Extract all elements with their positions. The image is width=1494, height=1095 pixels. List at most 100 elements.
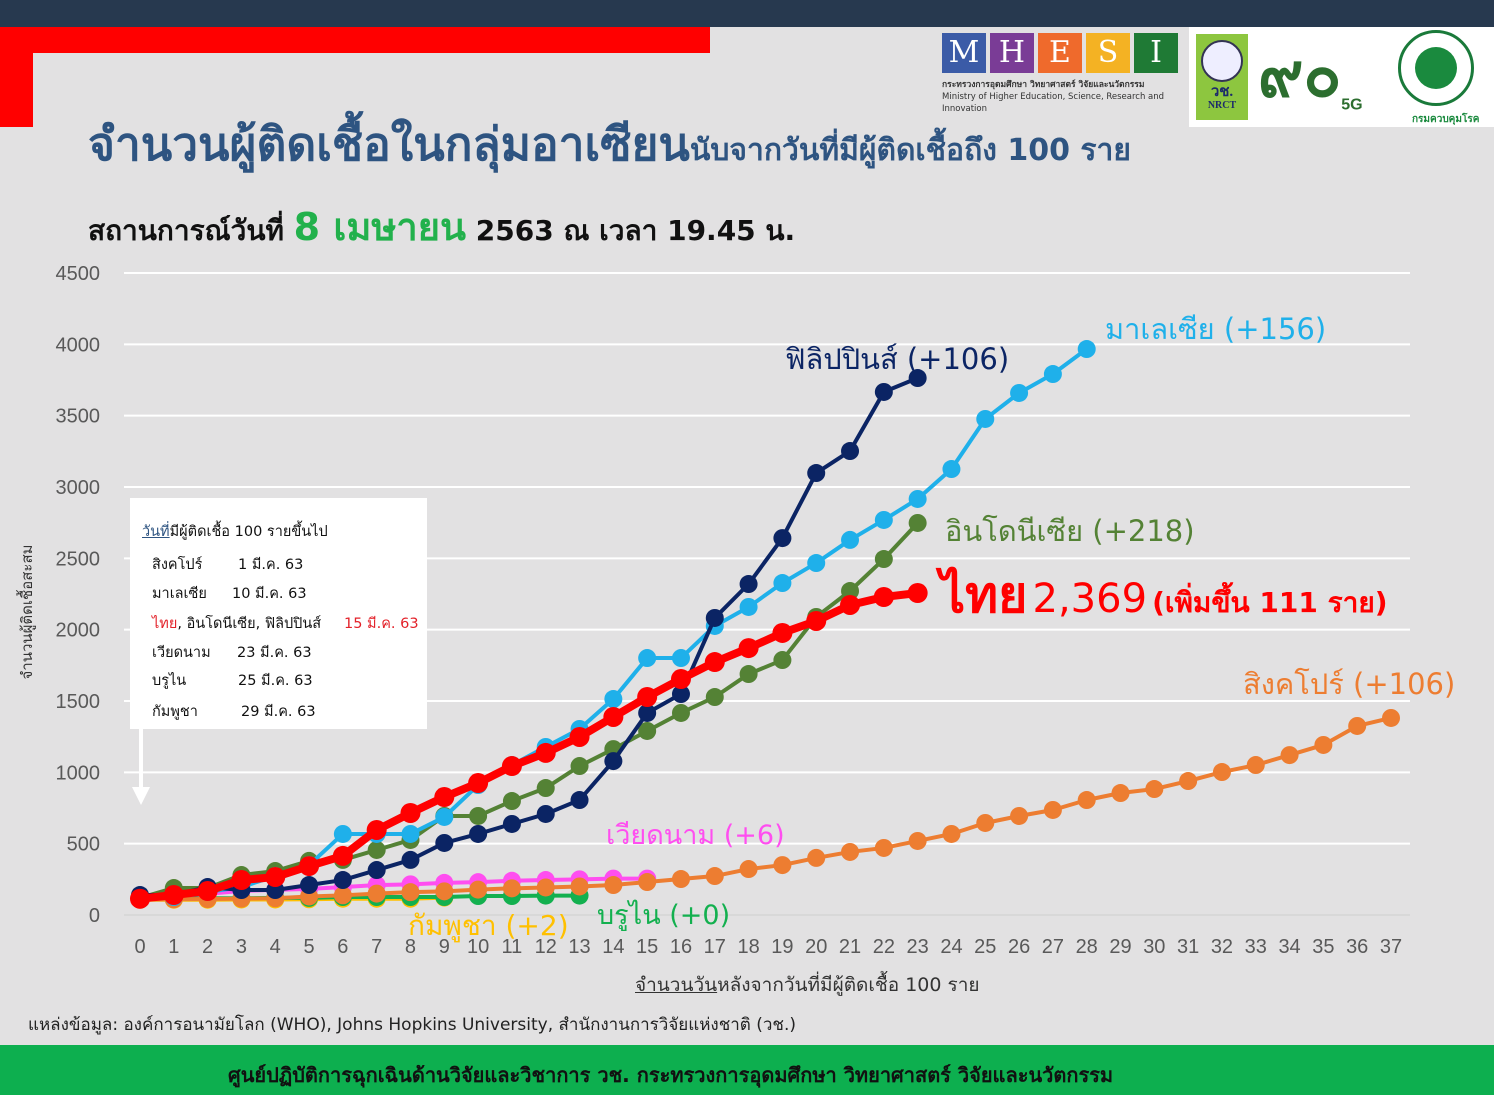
data-point — [739, 575, 758, 594]
x-tick-label: 11 — [502, 936, 523, 958]
data-point — [300, 876, 319, 895]
data-point — [536, 878, 555, 897]
x-tick-label: 32 — [1211, 936, 1233, 958]
data-point — [435, 882, 454, 901]
anniversary-number: ๙๐ — [1258, 38, 1342, 111]
legend-date: 10 มี.ค. 63 — [232, 586, 307, 602]
x-tick-label: 23 — [907, 936, 929, 958]
legend-country: มาเลเซีย — [152, 586, 207, 602]
data-point — [367, 840, 386, 859]
data-point — [1043, 800, 1062, 819]
legend-row-thailand-indonesia-philippines: ไทย, อินโดนีเซีย, ฟิลิปปินส์ 15 มี.ค. 63 — [152, 612, 419, 635]
x-tick-label: 4 — [270, 936, 281, 958]
data-point — [1179, 772, 1198, 791]
anniversary-logo: ๙๐5G — [1258, 40, 1363, 140]
y-tick-label: 4000 — [56, 334, 101, 356]
x-tick-label: 13 — [568, 936, 590, 958]
x-tick-label: 6 — [337, 936, 348, 958]
data-point — [502, 814, 521, 833]
y-tick-label: 2000 — [56, 620, 101, 642]
y-tick-label: 3000 — [56, 477, 101, 499]
legend-country-thailand: ไทย — [152, 616, 178, 632]
data-point — [874, 550, 893, 569]
legend-country: สิงคโปร์ — [152, 557, 203, 573]
x-axis-title-underlined: จำนวนวัน — [635, 974, 718, 996]
data-point — [333, 871, 352, 890]
data-point — [604, 752, 623, 771]
x-axis-title: จำนวนวันหลังจากวันที่มีผู้ติดเชื้อ 100 ร… — [635, 970, 980, 1000]
subtitle-suffix: 2563 ณ เวลา 19.45 น. — [475, 214, 796, 247]
y-tick-label: 1000 — [56, 762, 101, 784]
data-point — [840, 594, 861, 615]
data-point — [1145, 780, 1164, 799]
data-point — [772, 622, 793, 643]
x-tick-label: 14 — [602, 936, 624, 958]
mhesi-caption-th: กระทรวงการอุดมศึกษา วิทยาศาสตร์ วิจัยและ… — [942, 80, 1145, 90]
legend-row-vietnam: เวียดนาม 23 มี.ค. 63 — [152, 641, 312, 664]
data-point — [1077, 340, 1096, 359]
legend-heading-underlined: วันที่ — [142, 524, 170, 540]
mhesi-tile-h: H — [990, 33, 1034, 73]
label-thailand: ไทย 2,369 (เพิ่มขึ้น 111 ราย) — [940, 556, 1388, 635]
mhesi-tile-e: E — [1038, 33, 1082, 73]
x-tick-label: 8 — [405, 936, 416, 958]
series-line-5 — [139, 876, 648, 901]
data-point — [604, 876, 623, 895]
data-point — [468, 773, 489, 794]
legend-date: 23 มี.ค. 63 — [237, 645, 312, 661]
data-point — [807, 848, 826, 867]
data-point — [163, 885, 184, 906]
data-point — [739, 860, 758, 879]
data-point — [738, 638, 759, 659]
data-point — [434, 787, 455, 808]
legend-row-cambodia: กัมพูชา 29 มี.ค. 63 — [152, 700, 316, 723]
footer-bar: ศูนย์ปฏิบัติการฉุกเฉินด้านวิจัยและวิชากา… — [0, 1045, 1494, 1095]
label-philippines: ฟิลิปปินส์ (+106) — [785, 342, 1010, 376]
x-tick-label: 16 — [670, 936, 692, 958]
data-point — [874, 510, 893, 529]
x-tick-label: 12 — [535, 936, 557, 958]
x-axis-title-rest: หลังจากวันที่มีผู้ติดเชื้อ 100 ราย — [717, 974, 980, 996]
data-point — [502, 792, 521, 811]
mhesi-tile-s: S — [1086, 33, 1130, 73]
red-accent-bar — [0, 27, 710, 53]
data-point — [299, 856, 320, 877]
data-point — [603, 706, 624, 727]
data-point — [705, 688, 724, 707]
label-thailand-name: ไทย — [940, 566, 1028, 624]
data-point — [570, 757, 589, 776]
data-point — [502, 879, 521, 898]
data-point — [705, 608, 724, 627]
data-point — [773, 651, 792, 670]
data-point — [908, 831, 927, 850]
legend-date: 1 มี.ค. 63 — [238, 557, 304, 573]
page-subtitle: สถานการณ์วันที่ 8 เมษายน 2563 ณ เวลา 19.… — [88, 196, 795, 257]
data-point — [501, 756, 522, 777]
x-tick-label: 1 — [168, 936, 179, 958]
label-brunei: บรูไน (+0) — [597, 900, 731, 931]
data-point — [1212, 763, 1231, 782]
nrct-seal-icon — [1201, 40, 1243, 82]
nrct-logo: วช. NRCT — [1196, 34, 1248, 120]
data-point — [773, 529, 792, 548]
x-tick-label: 30 — [1143, 936, 1165, 958]
x-tick-label: 26 — [1008, 936, 1030, 958]
data-point — [841, 842, 860, 861]
data-point — [908, 513, 927, 532]
data-point — [739, 665, 758, 684]
mhesi-caption-en: Ministry of Higher Education, Science, R… — [942, 92, 1165, 114]
data-point — [400, 802, 421, 823]
y-tick-label: 4500 — [56, 263, 101, 285]
data-point — [638, 873, 657, 892]
data-point — [841, 442, 860, 461]
nrct-th: วช. — [1210, 84, 1234, 100]
down-arrow-head-icon — [132, 787, 150, 805]
x-tick-label: 34 — [1278, 936, 1300, 958]
footer-text: ศูนย์ปฏิบัติการฉุกเฉินด้านวิจัยและวิชากา… — [228, 1063, 1114, 1087]
data-point — [367, 884, 386, 903]
legend-heading-rest: มีผู้ติดเชื้อ 100 รายขึ้นไป — [169, 524, 328, 540]
data-point — [366, 819, 387, 840]
mhesi-tile-m: M — [942, 33, 986, 73]
data-point — [907, 583, 928, 604]
